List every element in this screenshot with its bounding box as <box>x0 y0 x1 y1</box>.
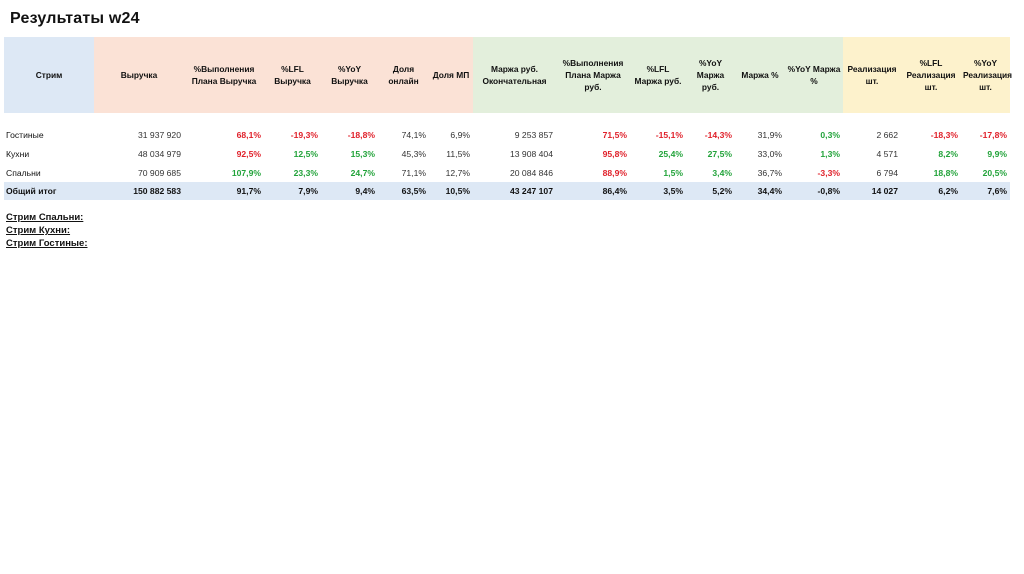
total-cell: 9,4% <box>321 182 378 200</box>
table-cell: 71,5% <box>602 129 627 140</box>
total-cell: -0,8% <box>785 182 843 200</box>
column-header: Выручка <box>94 37 184 113</box>
total-cell: 43 247 107 <box>473 182 556 200</box>
table-cell: 8,2% <box>938 148 958 159</box>
column-header: %LFL Выручка <box>264 37 321 113</box>
total-cell: 34,4% <box>735 182 785 200</box>
table-cell: -18,8% <box>347 129 375 140</box>
table-cell: 92,5% <box>236 148 261 159</box>
table-cell: 18,8% <box>933 167 958 178</box>
table-cell: -15,1% <box>655 129 683 140</box>
page-title: Результаты w24 <box>10 10 140 27</box>
table-cell: 11,5% <box>446 148 470 159</box>
table-cell: 1,5% <box>663 167 683 178</box>
table-cell: 33,0% <box>757 148 782 159</box>
note-line: Стрим Гостиные: <box>6 238 88 249</box>
table-cell: 48 034 979 <box>137 148 181 159</box>
total-cell: 150 882 583 <box>94 182 184 200</box>
table-row: Гостиные 31 937 920 68,1% -19,3% -18,8% 74,1%… <box>4 125 1010 144</box>
table-cell: 107,9% <box>231 167 261 178</box>
column-header: Стрим <box>4 37 94 113</box>
table-cell: 95,8% <box>602 148 627 159</box>
table-cell: 3,4% <box>712 167 732 178</box>
total-cell: 7,6% <box>961 182 1010 200</box>
row-label: Кухни <box>6 148 30 159</box>
table-cell: 2 662 <box>876 129 898 140</box>
note-line: Стрим Спальни: <box>6 212 84 223</box>
table-cell: 68,1% <box>236 129 261 140</box>
table-cell: 25,4% <box>658 148 683 159</box>
table-cell: 23,3% <box>293 167 318 178</box>
total-cell: 91,7% <box>184 182 264 200</box>
table-cell: 12,5% <box>293 148 318 159</box>
column-header: %YoY Выручка <box>321 37 378 113</box>
table-cell: -19,3% <box>290 129 318 140</box>
table-cell: 0,3% <box>820 129 840 140</box>
total-cell: 5,2% <box>686 182 735 200</box>
table-cell: 9,9% <box>987 148 1007 159</box>
table-cell: -17,8% <box>979 129 1007 140</box>
table-cell: 12,7% <box>445 167 470 178</box>
column-header: %YoY Реализация шт. <box>961 37 1012 113</box>
table-cell: 70 909 685 <box>137 167 181 178</box>
table-cell: 20,5% <box>982 167 1007 178</box>
column-header: %Выполнения Плана Выручка <box>184 37 264 113</box>
table-body: Гостиные 31 937 920 68,1% -19,3% -18,8% 74,1%… <box>4 125 1010 182</box>
row-label: Спальни <box>6 167 41 178</box>
total-label: Общий итог <box>4 182 94 200</box>
column-header: Маржа руб. Окончательная <box>473 37 556 113</box>
table-cell: 13 908 404 <box>509 148 553 159</box>
total-cell: 14 027 <box>843 182 901 200</box>
table-cell: -18,3% <box>930 129 958 140</box>
note-line: Стрим Кухни: <box>6 225 71 236</box>
total-cell: 63,5% <box>378 182 429 200</box>
table-cell: 4 571 <box>876 148 898 159</box>
table-cell: 6 794 <box>876 167 898 178</box>
row-label: Гостиные <box>6 129 44 140</box>
table-cell: 9 253 857 <box>514 129 553 140</box>
table-cell: 45,3% <box>401 148 426 159</box>
column-header: %LFL Маржа руб. <box>630 37 686 113</box>
table-cell: 31 937 920 <box>137 129 181 140</box>
total-cell: 3,5% <box>630 182 686 200</box>
table-cell: 71,1% <box>401 167 426 178</box>
table-cell: 74,1% <box>401 129 426 140</box>
column-header: %Выполнения Плана Маржа руб. <box>556 37 630 113</box>
table-cell: 36,7% <box>757 167 782 178</box>
table-cell: 15,3% <box>350 148 375 159</box>
table-header-row: Стрим Выручка %Выполнения Плана Выручка … <box>4 37 1012 113</box>
column-header: %YoY Маржа % <box>785 37 843 113</box>
notes-block: Стрим Спальни: Стрим Кухни: Стрим Гостин… <box>6 211 88 250</box>
table-cell: 6,9% <box>450 129 470 140</box>
table-cell: 1,3% <box>820 148 840 159</box>
table-row: Кухни 48 034 979 92,5% 12,5% 15,3% 45,3% 11,5%… <box>4 144 1010 163</box>
table-cell: 24,7% <box>350 167 375 178</box>
total-cell: 86,4% <box>556 182 630 200</box>
column-header: Маржа % <box>735 37 785 113</box>
column-header: Доля онлайн <box>378 37 429 113</box>
column-header: %LFL Реализация шт. <box>901 37 961 113</box>
table-cell: 27,5% <box>707 148 732 159</box>
table-cell: 20 084 846 <box>509 167 553 178</box>
results-table: Стрим Выручка %Выполнения Плана Выручка … <box>4 37 1012 200</box>
total-cell: 10,5% <box>429 182 473 200</box>
table-row: Спальни 70 909 685 107,9% 23,3% 24,7% 71,1% 12… <box>4 163 1010 182</box>
table-cell: 88,9% <box>602 167 627 178</box>
table-cell: -3,3% <box>817 167 840 178</box>
total-row: Общий итог 150 882 583 91,7% 7,9% 9,4% 63,5% 1… <box>4 182 1010 200</box>
total-cell: 6,2% <box>901 182 961 200</box>
column-header: %YoY Маржа руб. <box>686 37 735 113</box>
total-cell: 7,9% <box>264 182 321 200</box>
table-cell: -14,3% <box>704 129 732 140</box>
column-header: Реализация шт. <box>843 37 901 113</box>
table-cell: 31,9% <box>757 129 782 140</box>
column-header: Доля МП <box>429 37 473 113</box>
